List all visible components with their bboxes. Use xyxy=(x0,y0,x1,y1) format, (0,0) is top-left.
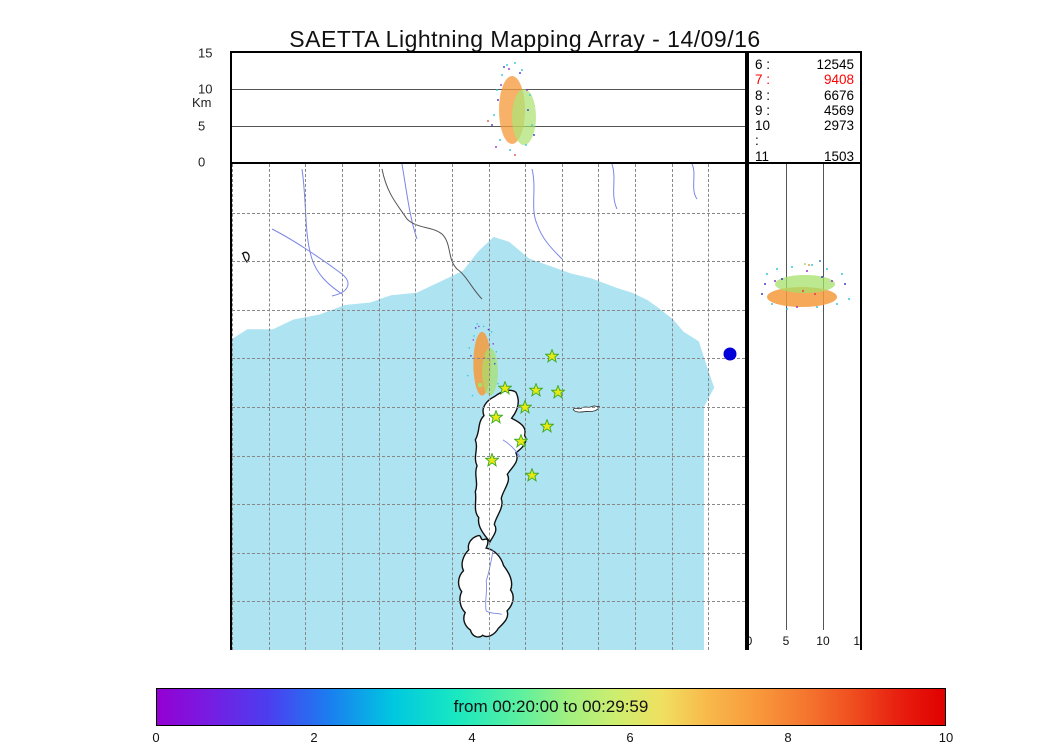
lon-gridline xyxy=(745,164,746,650)
lat-gridline xyxy=(232,601,745,602)
legend-row: 7 :9408 xyxy=(755,72,854,87)
station-star-marker[interactable] xyxy=(525,468,539,482)
side-gridline xyxy=(786,164,787,630)
colorbar-tick-label: 8 xyxy=(784,730,791,745)
lat-gridline xyxy=(232,407,745,408)
count-legend-box: 6 :12545 7 :9408 8 :6676 9 :4569 10 :2973 11 … xyxy=(747,51,862,164)
legend-row-value: 12545 xyxy=(775,57,854,72)
side-xtick-label: 10 xyxy=(816,634,829,648)
station-star-marker[interactable] xyxy=(485,453,499,467)
lat-gridline xyxy=(232,213,745,214)
station-star-marker[interactable] xyxy=(498,381,512,395)
side-xtick-label: 0 xyxy=(747,634,752,648)
legend-row-label: 7 : xyxy=(755,72,775,87)
receiver-site-marker[interactable] xyxy=(723,347,736,360)
colorbar-gradient: from 00:20:00 to 00:29:59 xyxy=(156,688,946,726)
station-star-marker[interactable] xyxy=(545,349,559,363)
colorbar-tick-label: 2 xyxy=(310,730,317,745)
station-star-marker[interactable] xyxy=(489,410,503,424)
colorbar-tick-label: 0 xyxy=(152,730,159,745)
legend-row-label: 9 : xyxy=(755,103,775,118)
legend-row-label: 8 : xyxy=(755,88,775,103)
colorbar-tick-label: 6 xyxy=(626,730,633,745)
station-star-marker[interactable] xyxy=(551,385,565,399)
main-map-panel[interactable]: 5°E5.5°E6°E6.5°E7°E7.5°E8°E8.5°E9°E9.5°E… xyxy=(230,164,747,650)
station-star-marker[interactable] xyxy=(514,434,528,448)
side-xtick-label: 15 xyxy=(853,634,862,648)
lat-gridline xyxy=(232,358,745,359)
station-star-marker[interactable] xyxy=(540,419,554,433)
lightning-scatter-top-view xyxy=(482,55,552,163)
side-xtick-label: 5 xyxy=(783,634,790,648)
top-km-axis-label: Km xyxy=(192,95,212,110)
legend-row-value: 2973 xyxy=(775,118,854,149)
time-height-scatter-panel: 15 10 5 0 xyxy=(230,51,747,164)
colorbar-title-label: from 00:20:00 to 00:29:59 xyxy=(454,697,649,717)
legend-row-value: 4569 xyxy=(775,103,854,118)
legend-row-value: 6676 xyxy=(775,88,854,103)
station-star-marker[interactable] xyxy=(518,400,532,414)
side-gridline xyxy=(823,164,824,630)
page-title: SAETTA Lightning Mapping Array - 14/09/1… xyxy=(0,26,1050,53)
top-ytick-15: 15 xyxy=(198,46,212,61)
top-ytick-0: 0 xyxy=(198,155,205,170)
legend-row: 9 :4569 xyxy=(755,103,854,118)
colorbar-tick-label: 10 xyxy=(939,730,953,745)
legend-row-value: 9408 xyxy=(775,72,854,87)
legend-row: 10 :2973 xyxy=(755,118,854,149)
lat-gridline xyxy=(232,504,745,505)
legend-row-label: 10 : xyxy=(755,118,775,149)
colorbar-widget[interactable]: from 00:20:00 to 00:29:59 0 2 4 6 8 10 xyxy=(156,688,946,726)
lat-gridline xyxy=(232,261,745,262)
legend-row: 8 :6676 xyxy=(755,88,854,103)
lat-gridline xyxy=(232,553,745,554)
side-view-scatter-panel: 0 5 10 15 xyxy=(747,164,862,650)
legend-row-label: 6 : xyxy=(755,57,775,72)
top-ytick-5: 5 xyxy=(198,119,205,134)
station-star-marker[interactable] xyxy=(529,383,543,397)
legend-row: 6 :12545 xyxy=(755,57,854,72)
lightning-scatter-side-view xyxy=(757,259,857,319)
lat-gridline xyxy=(232,310,745,311)
colorbar-tick-label: 4 xyxy=(468,730,475,745)
